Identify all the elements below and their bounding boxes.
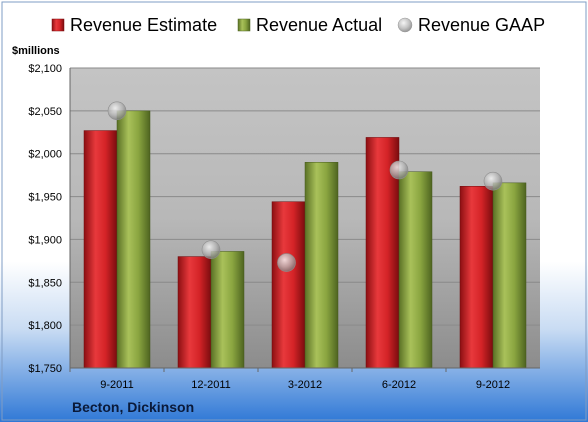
- bar-estimate: [271, 201, 306, 369]
- legend-item-estimate: Revenue Estimate: [51, 15, 217, 35]
- y-tick-label: $1,950: [28, 192, 62, 204]
- gaap-marker: [483, 171, 503, 191]
- legend: Revenue Estimate Revenue Actual Revenue …: [51, 15, 545, 35]
- company-name: Becton, Dickinson: [72, 399, 194, 415]
- y-tick-label: $1,850: [28, 277, 62, 289]
- legend-swatch-estimate: [51, 18, 65, 32]
- legend-swatch-gaap: [397, 17, 413, 33]
- gaap-markers: [107, 101, 503, 272]
- bar-actual: [492, 182, 527, 369]
- bars: [83, 110, 527, 369]
- gaap-marker: [389, 160, 409, 180]
- legend-swatch-actual: [237, 18, 251, 32]
- x-tick-label: 6-2012: [382, 379, 416, 391]
- legend-label-estimate: Revenue Estimate: [70, 15, 217, 35]
- legend-item-gaap: Revenue GAAP: [397, 15, 545, 35]
- bar-actual: [116, 110, 151, 369]
- x-tick-label: 3-2012: [288, 379, 322, 391]
- y-axis-unit-label: $millions: [12, 45, 60, 57]
- x-tick-label: 9-2012: [476, 379, 510, 391]
- x-tick-label: 9-2011: [100, 379, 133, 391]
- legend-label-gaap: Revenue GAAP: [418, 15, 545, 35]
- bar-actual: [398, 171, 433, 369]
- y-axis-ticks: $1,750 $1,800 $1,850 $1,900 $1,950 $2,000 $2,0…: [28, 63, 62, 375]
- legend-item-actual: Revenue Actual: [237, 15, 382, 35]
- y-tick-label: $1,750: [28, 363, 62, 375]
- legend-label-actual: Revenue Actual: [256, 15, 382, 35]
- x-axis-ticks: 9-2011 12-2011 3-2012 6-2012 9-2012: [69, 368, 510, 391]
- y-tick-label: $1,900: [28, 234, 62, 246]
- gaap-marker: [201, 240, 221, 260]
- bar-estimate: [177, 256, 212, 369]
- y-tick-label: $2,050: [28, 106, 62, 118]
- x-tick-label: 12-2011: [191, 379, 231, 391]
- y-tick-label: $2,100: [28, 63, 62, 75]
- bar-actual: [304, 162, 339, 369]
- bar-estimate: [83, 130, 118, 369]
- gaap-marker: [277, 253, 296, 272]
- gaap-marker: [107, 101, 127, 121]
- bar-actual: [210, 251, 245, 369]
- y-tick-label: $1,800: [28, 320, 62, 332]
- y-tick-label: $2,000: [28, 149, 62, 161]
- bar-estimate: [459, 186, 494, 369]
